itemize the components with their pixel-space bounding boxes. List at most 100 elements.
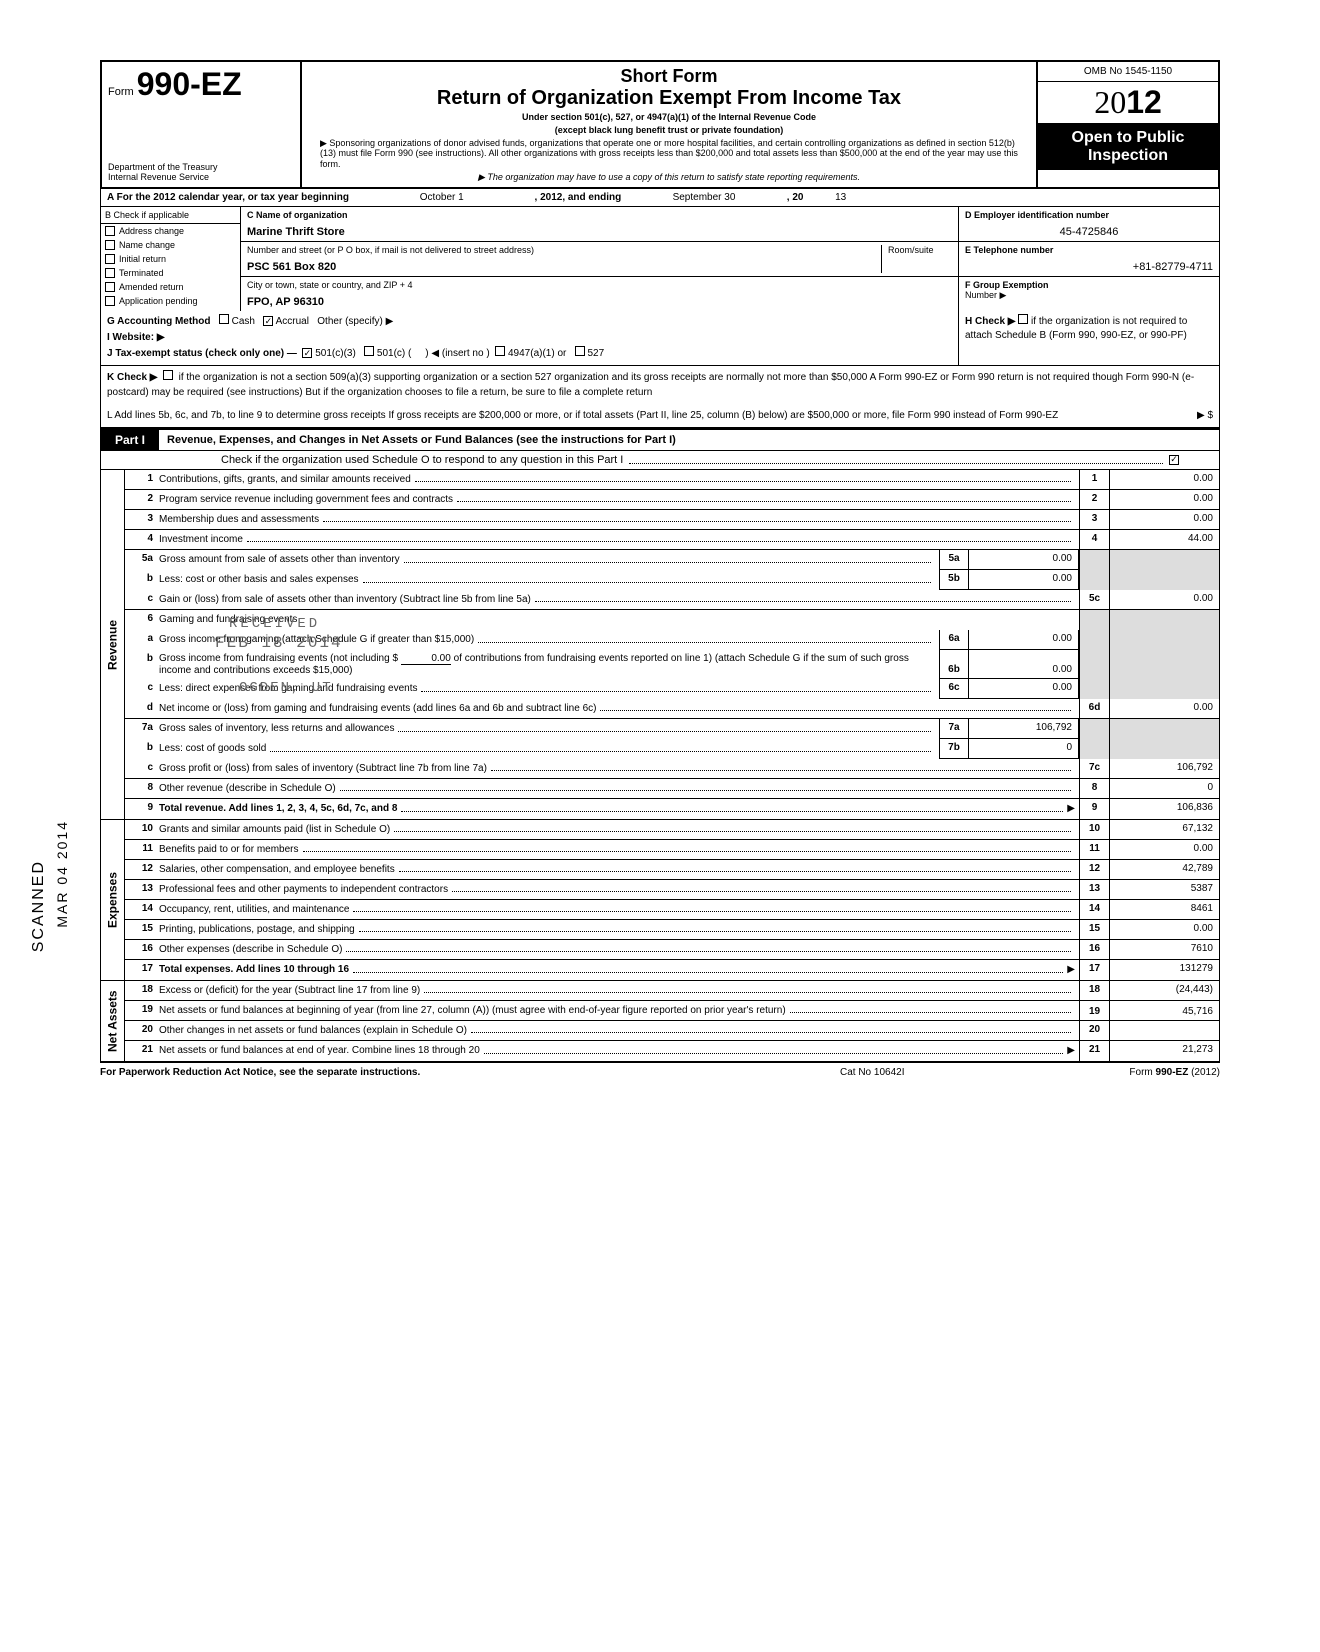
- line-num: 11: [125, 840, 159, 859]
- end-val: 0.00: [1109, 470, 1219, 489]
- chk-initial-return[interactable]: Initial return: [101, 252, 240, 266]
- chk-terminated[interactable]: Terminated: [101, 266, 240, 280]
- line-num: 1: [125, 470, 159, 489]
- footer-form-bold: 990-EZ: [1156, 1067, 1189, 1078]
- check-schedule-o: Check if the organization used Schedule …: [100, 451, 1220, 470]
- chk-h[interactable]: [1018, 314, 1028, 324]
- subtitle-3: ▶ Sponsoring organizations of donor advi…: [310, 138, 1028, 170]
- chk-address-change[interactable]: Address change: [101, 224, 240, 238]
- j-4947: 4947(a)(1) or: [508, 348, 566, 359]
- open-line-1: Open to Public: [1042, 129, 1214, 147]
- line-num: d: [125, 699, 159, 718]
- col-gij: G Accounting Method Cash ✓ Accrual Other…: [101, 311, 959, 365]
- arrow-icon: ▶: [1067, 803, 1075, 814]
- line-num: b: [125, 570, 159, 590]
- section-bcdef: B Check if applicable Address change Nam…: [100, 207, 1220, 311]
- row-ghij: G Accounting Method Cash ✓ Accrual Other…: [100, 311, 1220, 366]
- chk-name-change[interactable]: Name change: [101, 238, 240, 252]
- mid-num: 6a: [939, 630, 969, 650]
- chk-527[interactable]: [575, 346, 585, 356]
- row-a-tax-year: A For the 2012 calendar year, or tax yea…: [100, 189, 1220, 207]
- org-name-label: C Name of organization: [247, 210, 952, 220]
- row-k: K Check ▶ if the organization is not a s…: [100, 366, 1220, 404]
- line-num: 10: [125, 820, 159, 839]
- j-527: 527: [587, 348, 604, 359]
- line-desc: Other changes in net assets or fund bala…: [159, 1025, 467, 1036]
- row-a-yr-suffix: , 20: [787, 192, 804, 203]
- part-1-title: Revenue, Expenses, and Changes in Net As…: [159, 431, 1219, 449]
- end-num-shaded: [1079, 739, 1109, 759]
- line-desc: Occupancy, rent, utilities, and maintena…: [159, 904, 349, 915]
- year-prefix: 20: [1094, 84, 1126, 120]
- chk-amended[interactable]: Amended return: [101, 280, 240, 294]
- form-prefix: Form: [108, 86, 134, 98]
- line-num: 21: [125, 1041, 159, 1061]
- line-desc: Less: cost of goods sold: [159, 743, 266, 754]
- line-18: 18 Excess or (deficit) for the year (Sub…: [124, 981, 1220, 1001]
- line-desc: Gross profit or (loss) from sales of inv…: [159, 763, 487, 774]
- mid-val: 0.00: [969, 650, 1079, 679]
- line-desc: Printing, publications, postage, and shi…: [159, 924, 355, 935]
- line-7b: b Less: cost of goods sold 7b 0: [124, 739, 1220, 759]
- arrow-icon: ▶: [1067, 1045, 1075, 1056]
- end-num: 4: [1079, 530, 1109, 549]
- col-c: C Name of organization Marine Thrift Sto…: [241, 207, 959, 311]
- end-num-shaded: [1079, 630, 1109, 650]
- line-num: 7a: [125, 719, 159, 739]
- chk-501c3[interactable]: ✓: [302, 348, 312, 358]
- end-num: 10: [1079, 820, 1109, 839]
- end-val: 0.00: [1109, 590, 1219, 609]
- end-val: 7610: [1109, 940, 1219, 959]
- line-num: b: [125, 650, 159, 679]
- j-501c: 501(c) (: [377, 348, 411, 359]
- end-val: 0.00: [1109, 510, 1219, 529]
- end-num: 5c: [1079, 590, 1109, 609]
- chk-k[interactable]: [163, 370, 173, 380]
- end-num: 15: [1079, 920, 1109, 939]
- line-desc: Excess or (deficit) for the year (Subtra…: [159, 985, 420, 996]
- end-num: 1: [1079, 470, 1109, 489]
- end-num: 3: [1079, 510, 1109, 529]
- line-desc: Gross sales of inventory, less returns a…: [159, 723, 394, 734]
- end-num: 13: [1079, 880, 1109, 899]
- mid-val: 106,792: [969, 719, 1079, 739]
- form-container: Form 990-EZ Department of the Treasury I…: [100, 60, 1220, 1082]
- end-val-shaded: [1109, 630, 1219, 650]
- chk-cash[interactable]: [219, 314, 229, 324]
- line-desc: Net assets or fund balances at beginning…: [159, 1005, 786, 1016]
- revenue-label: Revenue: [100, 470, 124, 819]
- chk-label: Amended return: [119, 282, 184, 292]
- revenue-section: Revenue 1 Contributions, gifts, grants, …: [100, 470, 1220, 820]
- j-501c3: 501(c)(3): [315, 348, 356, 359]
- end-val: 42,789: [1109, 860, 1219, 879]
- contrib-amount: 0.00: [401, 653, 451, 665]
- addr-value: PSC 561 Box 820: [247, 255, 875, 273]
- g-cash: Cash: [232, 316, 255, 327]
- net-assets-label: Net Assets: [100, 981, 124, 1061]
- mid-val: 0.00: [969, 550, 1079, 570]
- end-num-shaded: [1079, 550, 1109, 570]
- chk-accrual[interactable]: ✓: [263, 316, 273, 326]
- chk-4947[interactable]: [495, 346, 505, 356]
- footer-cat-no: Cat No 10642I: [840, 1067, 1040, 1078]
- line-num: 6: [125, 610, 159, 630]
- form-header: Form 990-EZ Department of the Treasury I…: [100, 60, 1220, 189]
- line-num: 14: [125, 900, 159, 919]
- line-7a: 7a Gross sales of inventory, less return…: [124, 719, 1220, 739]
- page-footer: For Paperwork Reduction Act Notice, see …: [100, 1063, 1220, 1082]
- city-value: FPO, AP 96310: [247, 290, 952, 308]
- line-num: 15: [125, 920, 159, 939]
- chk-schedule-o[interactable]: ✓: [1169, 455, 1179, 465]
- org-name: Marine Thrift Store: [247, 220, 952, 238]
- tax-year: 2012: [1038, 82, 1218, 123]
- chk-application-pending[interactable]: Application pending: [101, 294, 240, 308]
- line-10: 10 Grants and similar amounts paid (list…: [124, 820, 1220, 840]
- received-stamp: RECEIVED: [229, 616, 320, 632]
- date-stamp-2: MAR 04 2014: [54, 820, 70, 928]
- header-left: Form 990-EZ Department of the Treasury I…: [102, 62, 302, 187]
- end-val: 0.00: [1109, 699, 1219, 718]
- end-val-shaded: [1109, 679, 1219, 699]
- end-num: 19: [1079, 1001, 1109, 1020]
- chk-501c[interactable]: [364, 346, 374, 356]
- line-3: 3 Membership dues and assessments 3 0.00: [124, 510, 1220, 530]
